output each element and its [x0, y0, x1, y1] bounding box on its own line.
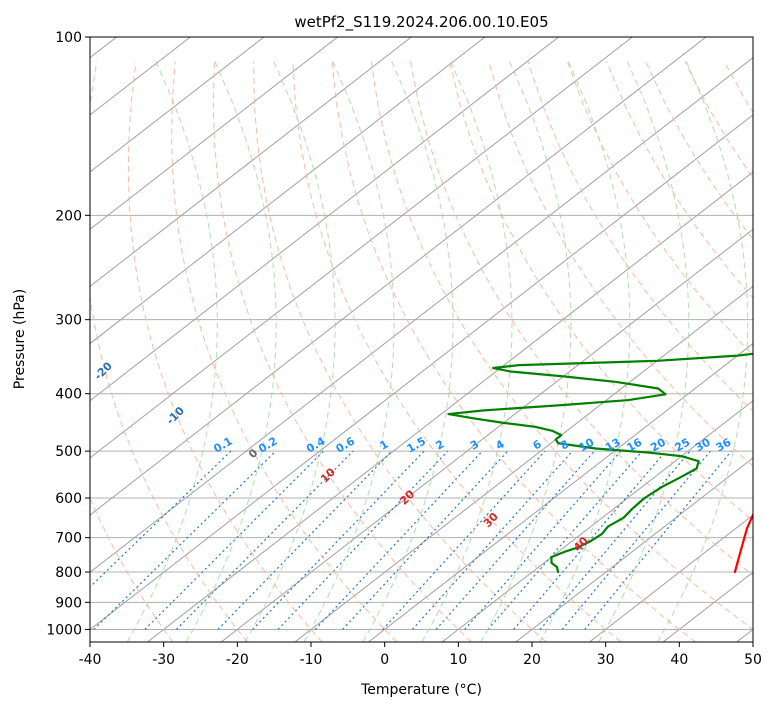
x-axis-tick-label: 30 [597, 652, 615, 668]
y-axis-tick-label: 500 [55, 444, 82, 460]
y-axis-tick-label: 300 [55, 313, 82, 329]
x-axis-tick-label: 50 [744, 652, 762, 668]
x-axis-tick-label: -20 [226, 652, 249, 668]
y-axis-tick-label: 1000 [46, 622, 82, 638]
y-axis-tick-label: 600 [55, 491, 82, 507]
x-axis-tick-label: 0 [380, 652, 389, 668]
y-axis-tick-label: 100 [55, 30, 82, 46]
y-axis-label: Pressure (hPa) [12, 289, 28, 389]
y-axis-tick-label: 400 [55, 387, 82, 403]
x-axis-tick-label: 40 [670, 652, 688, 668]
x-axis-tick-label: -10 [300, 652, 323, 668]
x-axis-tick-label: -40 [79, 652, 102, 668]
y-axis-tick-label: 900 [55, 595, 82, 611]
y-axis-tick-label: 700 [55, 531, 82, 547]
x-axis-tick-label: 20 [523, 652, 541, 668]
x-axis-tick-label: 10 [449, 652, 467, 668]
x-axis-label: Temperature (°C) [360, 682, 482, 698]
x-axis-tick-label: -30 [152, 652, 175, 668]
chart-title: wetPf2_S119.2024.206.00.10.E05 [294, 13, 548, 32]
y-axis-tick-label: 200 [55, 208, 82, 224]
y-axis-tick-label: 800 [55, 565, 82, 581]
